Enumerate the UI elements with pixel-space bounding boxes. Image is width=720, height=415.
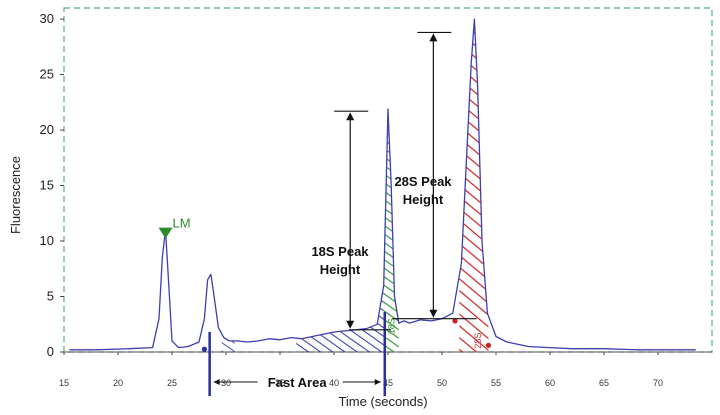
baseline-point-2 [485, 342, 492, 348]
x-tick-label: 45 [383, 378, 393, 388]
x-tick-label: 65 [599, 378, 609, 388]
y-tick-label: 25 [40, 67, 54, 82]
small-28s-label: 28S [473, 333, 483, 349]
lm-marker-icon [158, 227, 173, 239]
fast-area-hatch [296, 285, 384, 352]
y-tick-label: 10 [40, 233, 54, 248]
x-tick-label: 70 [653, 378, 663, 388]
x-tick-label: 30 [221, 378, 231, 388]
x-tick-label: 20 [113, 378, 123, 388]
peak18-arrowhead-top [346, 112, 355, 121]
baseline-point-1 [452, 318, 458, 324]
peak18-label-line: Height [320, 262, 361, 277]
peak-18s-hatch [383, 108, 399, 352]
fast-area-arrowhead-left [213, 379, 220, 385]
small-hatch [221, 333, 235, 352]
lm-label: LM [173, 216, 191, 231]
x-tick-label: 25 [167, 378, 177, 388]
y-axis-label: Fluorescence [8, 156, 23, 234]
peak28-arrowhead-top [429, 33, 438, 42]
baseline-point-0 [201, 346, 207, 352]
peak28-label-line: Height [403, 192, 444, 207]
peak18-arrowhead-bottom [346, 320, 355, 329]
x-tick-label: 40 [329, 378, 339, 388]
y-tick-label: 20 [40, 122, 54, 137]
fast-area-arrowhead-right [374, 379, 381, 385]
y-tick-label: 5 [47, 289, 54, 304]
peak28-label-line: 28S Peak [394, 174, 452, 189]
small-18s-label: 18S [386, 318, 396, 334]
peak28-arrowhead-bottom [429, 309, 438, 318]
fast-area-label: Fast Area [268, 375, 328, 390]
peak18-label-line: 18S Peak [311, 244, 369, 259]
x-tick-label: 50 [437, 378, 447, 388]
y-tick-label: 0 [47, 344, 54, 359]
x-tick-label: 55 [491, 378, 501, 388]
peak-28s-hatch [459, 19, 489, 353]
y-tick-label: 15 [40, 178, 54, 193]
x-axis-label: Time (seconds) [338, 394, 427, 409]
x-tick-label: 60 [545, 378, 555, 388]
x-tick-label: 35 [275, 378, 285, 388]
y-tick-label: 30 [40, 11, 54, 26]
x-tick-label: 15 [59, 378, 69, 388]
